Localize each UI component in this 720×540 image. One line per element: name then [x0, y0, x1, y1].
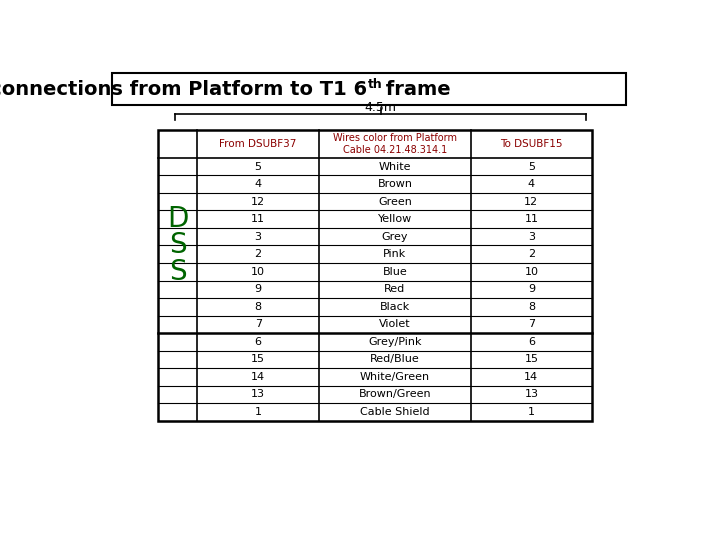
- Text: 2: 2: [528, 249, 535, 259]
- Text: Violet: Violet: [379, 319, 411, 329]
- Text: Black: Black: [380, 302, 410, 312]
- Text: 12: 12: [524, 197, 539, 207]
- Text: Grey/Pink: Grey/Pink: [368, 337, 422, 347]
- Text: 10: 10: [524, 267, 539, 277]
- Text: 10: 10: [251, 267, 265, 277]
- Text: 8: 8: [255, 302, 262, 312]
- Text: Pink: Pink: [383, 249, 407, 259]
- Bar: [112, 72, 626, 105]
- Text: Red/Blue: Red/Blue: [370, 354, 420, 364]
- Text: DSS Cable connections from Platform to T1 6: DSS Cable connections from Platform to T…: [0, 80, 367, 99]
- Text: D: D: [167, 205, 188, 233]
- Text: 13: 13: [524, 389, 539, 399]
- Text: 5: 5: [255, 161, 261, 172]
- Text: 11: 11: [251, 214, 265, 224]
- Text: Red: Red: [384, 284, 405, 294]
- Text: White: White: [379, 161, 411, 172]
- Text: 2: 2: [255, 249, 262, 259]
- Text: Cable Shield: Cable Shield: [360, 407, 430, 417]
- Text: 5: 5: [528, 161, 535, 172]
- Text: frame: frame: [379, 80, 451, 99]
- Text: From DSUBF37: From DSUBF37: [220, 139, 297, 149]
- Text: Grey: Grey: [382, 232, 408, 242]
- Text: White/Green: White/Green: [360, 372, 430, 382]
- Text: 1: 1: [255, 407, 261, 417]
- Text: 8: 8: [528, 302, 535, 312]
- Text: 7: 7: [255, 319, 262, 329]
- Text: 14: 14: [524, 372, 539, 382]
- Text: 4: 4: [528, 179, 535, 189]
- Text: 3: 3: [528, 232, 535, 242]
- Text: th: th: [368, 78, 383, 91]
- Text: 15: 15: [524, 354, 539, 364]
- Text: S: S: [168, 259, 186, 286]
- Text: 6: 6: [255, 337, 261, 347]
- Text: 3: 3: [255, 232, 261, 242]
- Text: 13: 13: [251, 389, 265, 399]
- Bar: [158, 130, 593, 421]
- Text: 6: 6: [528, 337, 535, 347]
- Text: 15: 15: [251, 354, 265, 364]
- Text: 4.5m: 4.5m: [364, 100, 397, 113]
- Text: 9: 9: [528, 284, 535, 294]
- Text: Yellow: Yellow: [378, 214, 412, 224]
- Text: 9: 9: [255, 284, 262, 294]
- Text: Green: Green: [378, 197, 412, 207]
- Text: Brown: Brown: [377, 179, 413, 189]
- Text: 1: 1: [528, 407, 535, 417]
- Text: Brown/Green: Brown/Green: [359, 389, 431, 399]
- Text: Blue: Blue: [382, 267, 408, 277]
- Text: 12: 12: [251, 197, 265, 207]
- Text: To DSUBF15: To DSUBF15: [500, 139, 562, 149]
- Text: Wires color from Platform
Cable 04.21.48.314.1: Wires color from Platform Cable 04.21.48…: [333, 133, 457, 155]
- Text: 14: 14: [251, 372, 265, 382]
- Text: 11: 11: [524, 214, 539, 224]
- Text: 4: 4: [255, 179, 262, 189]
- Text: 7: 7: [528, 319, 535, 329]
- Text: S: S: [168, 232, 186, 260]
